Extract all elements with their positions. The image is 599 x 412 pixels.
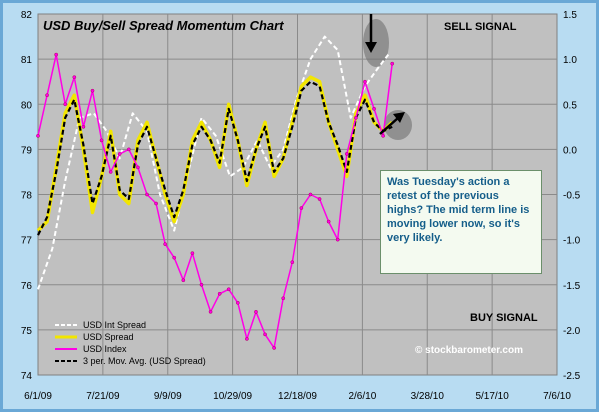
down-arrow-head bbox=[365, 42, 377, 53]
usd-index-point bbox=[190, 251, 195, 256]
x-tick-label: 5/17/10 bbox=[475, 391, 509, 402]
usd-index-point bbox=[372, 106, 376, 111]
left-axis-ticks: 74 75 76 77 78 79 80 81 82 bbox=[21, 10, 33, 382]
x-axis-ticks: 6/1/09 7/21/09 9/9/09 10/29/09 12/18/09 2/6/1… bbox=[24, 391, 571, 402]
arrows bbox=[365, 14, 405, 135]
usd-index-point bbox=[363, 79, 367, 84]
usd-index-point bbox=[281, 296, 286, 301]
left-tick-label: 77 bbox=[21, 236, 33, 247]
x-tick-label: 3/28/10 bbox=[411, 391, 445, 402]
usd-index-point bbox=[381, 133, 385, 138]
right-tick-label: -0.5 bbox=[563, 191, 581, 202]
buy-highlight bbox=[384, 110, 412, 140]
usd-index-point bbox=[245, 337, 249, 341]
up-arrow-head bbox=[393, 112, 405, 123]
right-tick-label: -1.0 bbox=[563, 236, 581, 247]
up-arrow bbox=[379, 117, 399, 135]
right-tick-label: 0.0 bbox=[563, 145, 577, 156]
legend-label: USD Index bbox=[83, 344, 127, 354]
x-tick-label: 2/6/10 bbox=[348, 391, 376, 402]
right-tick-label: -1.5 bbox=[563, 281, 581, 292]
right-tick-label: -2.5 bbox=[563, 371, 581, 382]
usd-index-point bbox=[72, 75, 77, 80]
usd-index-point bbox=[99, 138, 104, 143]
legend-label: 3 per. Mov. Avg. (USD Spread) bbox=[83, 356, 206, 366]
usd-index-point bbox=[108, 170, 113, 174]
left-tick-label: 79 bbox=[21, 145, 33, 156]
usd-index-point bbox=[326, 219, 331, 224]
series-line-3-per-mov-avg-usd-spread bbox=[37, 80, 393, 236]
left-tick-label: 82 bbox=[21, 10, 33, 21]
usd-index-point bbox=[136, 165, 140, 170]
usd-index-point bbox=[263, 332, 267, 337]
usd-index-point bbox=[226, 287, 231, 292]
usd-index-point bbox=[145, 192, 149, 197]
x-tick-label: 6/1/09 bbox=[24, 391, 52, 402]
usd-index-point bbox=[117, 152, 122, 156]
left-tick-label: 81 bbox=[21, 55, 33, 66]
sell-signal-label: SELL SIGNAL bbox=[444, 21, 517, 33]
usd-index-point bbox=[163, 242, 168, 246]
left-tick-label: 76 bbox=[21, 281, 33, 292]
usd-index-point bbox=[317, 197, 322, 201]
usd-index-point bbox=[308, 192, 313, 197]
usd-index-point bbox=[299, 206, 304, 210]
buy-signal-label: BUY SIGNAL bbox=[470, 312, 538, 324]
right-tick-label: 1.0 bbox=[563, 55, 577, 66]
right-tick-label: 1.5 bbox=[563, 10, 577, 21]
left-tick-label: 80 bbox=[21, 100, 33, 111]
usd-index-point bbox=[181, 278, 186, 283]
usd-index-point bbox=[154, 201, 158, 206]
usd-index-point bbox=[199, 282, 204, 287]
right-axis-ticks: -2.5 -2.0 -1.5 -1.0 -0.5 0.0 0.5 1.0 1.5 bbox=[563, 10, 581, 382]
left-tick-label: 74 bbox=[21, 371, 33, 382]
series-layer bbox=[36, 35, 395, 350]
watermark: © stockbarometer.com bbox=[415, 345, 523, 356]
usd-index-point bbox=[354, 115, 358, 120]
left-tick-label: 75 bbox=[21, 326, 33, 337]
legend-label: USD Int Spread bbox=[83, 320, 146, 330]
right-tick-label: -2.0 bbox=[563, 326, 581, 337]
x-tick-label: 7/21/09 bbox=[86, 391, 120, 402]
usd-index-point bbox=[81, 124, 86, 129]
series-line-usd-int-spread bbox=[37, 35, 390, 290]
usd-index-point bbox=[254, 309, 258, 314]
usd-index-point bbox=[390, 61, 395, 66]
usd-index-point bbox=[54, 52, 59, 57]
usd-index-point bbox=[335, 237, 340, 242]
usd-index-point bbox=[272, 346, 276, 350]
x-tick-label: 10/29/09 bbox=[213, 391, 252, 402]
usd-index-point bbox=[63, 102, 68, 107]
usd-index-point bbox=[217, 291, 222, 296]
usd-index-point bbox=[126, 147, 131, 152]
usd-index-point bbox=[90, 88, 95, 93]
usd-index-point bbox=[290, 260, 295, 265]
legend-label: USD Spread bbox=[83, 332, 134, 342]
usd-index-point bbox=[235, 300, 240, 305]
usd-index-point bbox=[45, 93, 49, 98]
series-line-usd-index bbox=[37, 53, 393, 349]
x-tick-label: 12/18/09 bbox=[278, 391, 317, 402]
usd-index-point bbox=[172, 255, 177, 260]
legend: USD Int Spread USD Spread USD Index 3 per. … bbox=[55, 320, 206, 366]
chart-title: USD Buy/Sell Spread Momentum Chart bbox=[43, 18, 284, 33]
usd-index-point bbox=[208, 309, 213, 314]
usd-index-point bbox=[344, 152, 349, 156]
x-tick-label: 7/6/10 bbox=[543, 391, 571, 402]
left-tick-label: 78 bbox=[21, 191, 33, 202]
right-tick-label: 0.5 bbox=[563, 100, 577, 111]
annotation-note: Was Tuesday's action a retest of the pre… bbox=[380, 170, 542, 274]
usd-index-point bbox=[36, 133, 40, 138]
x-tick-label: 9/9/09 bbox=[154, 391, 182, 402]
